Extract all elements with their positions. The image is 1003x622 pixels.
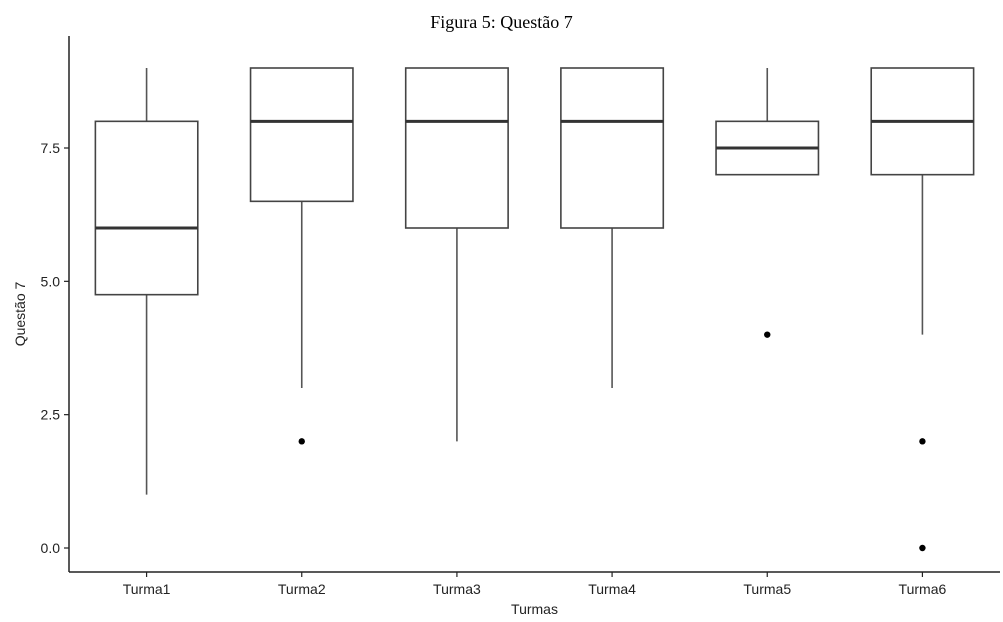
box-turma4 [560,67,665,388]
x-axis-title: Turmas [511,601,558,617]
box-turma1 [94,68,199,495]
x-tick-label: Turma4 [588,581,636,597]
y-tick-label: 2.5 [41,407,61,423]
outlier-point [919,438,926,445]
iqr-box [249,67,354,203]
y-tick-label: 7.5 [41,140,61,156]
axes [68,36,1000,573]
iqr-box [560,67,665,229]
iqr-box [404,67,509,229]
box-turma5 [715,68,820,338]
box-turma3 [404,67,509,442]
x-tick-label: Turma1 [123,581,171,597]
iqr-box [94,120,199,296]
box-series [94,67,975,552]
y-tick-label: 0.0 [41,540,61,556]
x-tick-label: Turma5 [743,581,791,597]
x-tick-label: Turma6 [899,581,947,597]
outlier-point [919,544,926,552]
box-turma2 [249,67,354,445]
box-turma6 [870,67,975,552]
y-axis-ticks: 0.0 2.5 5.0 7.5 [41,140,69,556]
y-axis-title: Questão 7 [12,281,28,346]
y-tick-label: 5.0 [41,273,61,289]
outlier-point [298,438,305,445]
x-axis-ticks: Turma1 Turma2 Turma3 Turma4 Turma5 Turma6 [123,572,947,597]
x-tick-label: Turma2 [278,581,326,597]
x-tick-label: Turma3 [433,581,481,597]
figure-caption: Figura 5: Questão 7 [430,12,573,32]
outlier-point [764,331,771,338]
